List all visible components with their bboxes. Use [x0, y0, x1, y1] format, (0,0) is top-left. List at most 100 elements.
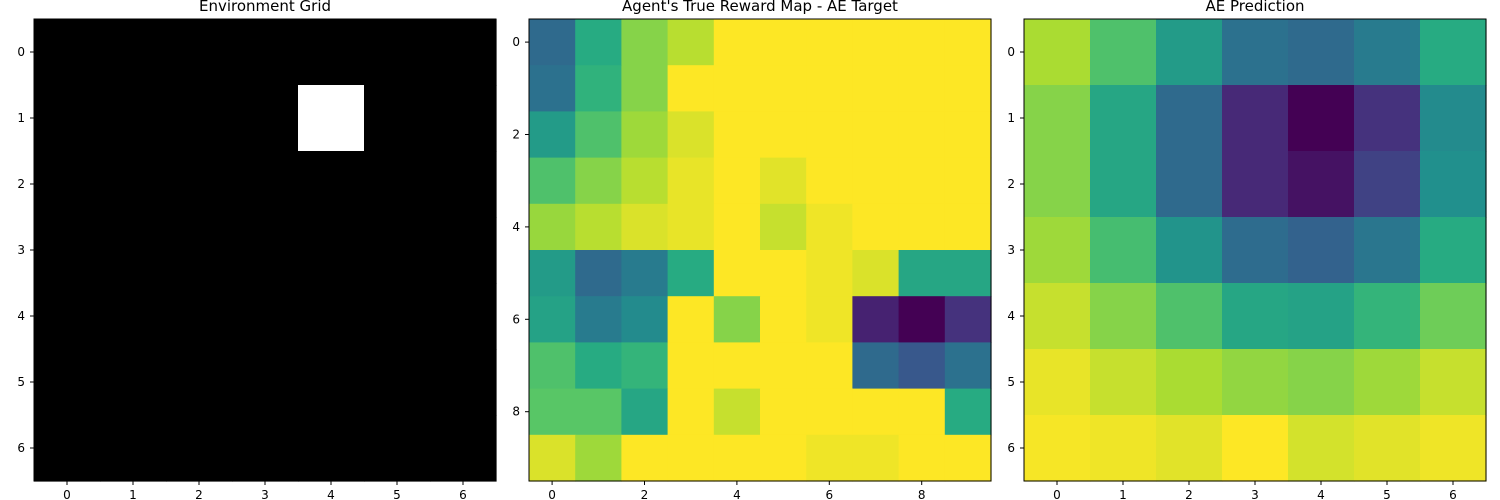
heatmap-cell	[1090, 415, 1157, 482]
heatmap-cell	[430, 415, 497, 482]
heatmap-cell	[529, 203, 576, 251]
heatmap-cell	[621, 111, 669, 159]
heatmap-cell	[806, 111, 853, 159]
heatmap-cell	[760, 111, 807, 159]
heatmap-cell	[760, 203, 807, 251]
heatmap-cell	[575, 65, 622, 112]
heatmap-cell	[529, 434, 576, 482]
y-tick-label: 2	[512, 128, 520, 142]
heatmap-cell	[1024, 19, 1091, 86]
heatmap-cell	[944, 296, 992, 343]
heatmap-cell	[713, 203, 761, 251]
heatmap-cell	[1354, 19, 1421, 86]
heatmap-cell	[713, 296, 761, 343]
x-tick-label: 0	[1053, 488, 1061, 500]
heatmap-cell	[667, 434, 715, 482]
heatmap-cell	[944, 111, 992, 159]
heatmap-cell	[1156, 151, 1223, 218]
heatmap-cell	[364, 349, 431, 416]
y-tick-label: 0	[17, 45, 25, 59]
heatmap-cell	[529, 111, 576, 159]
heatmap-cell	[621, 296, 669, 343]
heatmap-cell	[575, 342, 622, 390]
y-tick-label: 2	[17, 177, 25, 191]
heatmap-cell	[713, 19, 761, 66]
heatmap-cell	[713, 342, 761, 390]
axes-frame	[528, 18, 992, 482]
heatmap-cell	[1288, 283, 1355, 350]
heatmap-cell	[529, 19, 576, 66]
heatmap-cell	[575, 250, 622, 297]
heatmap-cell	[852, 19, 900, 66]
heatmap-cell	[364, 85, 431, 152]
y-tick-label: 8	[512, 405, 520, 419]
heatmap-cell	[529, 388, 576, 436]
heatmap-cell	[760, 342, 807, 390]
panel-ae-prediction: AE Prediction 0 1 2 3 4 5 6 0 1 2 3 4 5 6	[1007, 0, 1487, 500]
heatmap-cell	[232, 217, 299, 284]
heatmap-cell	[298, 349, 365, 416]
x-tick-label: 4	[733, 488, 741, 500]
heatmap-cell	[166, 283, 233, 350]
heatmap-cell	[529, 296, 576, 343]
heatmap-cell	[806, 65, 853, 112]
heatmap-cell	[621, 250, 669, 297]
heatmap-cell	[944, 157, 992, 205]
y-tick-label: 4	[512, 220, 520, 234]
heatmap-cell	[529, 250, 576, 297]
heatmap-cell	[852, 250, 900, 297]
heatmap-cell	[100, 283, 167, 350]
heatmap-cell	[1090, 85, 1157, 152]
heatmap-cell	[806, 19, 853, 66]
y-tick-label: 3	[1007, 243, 1015, 257]
heatmap-cell	[898, 157, 946, 205]
x-tick-label: 6	[459, 488, 467, 500]
y-tick-label: 5	[1007, 375, 1015, 389]
heatmap-cell	[621, 342, 669, 390]
x-tick-label: 6	[1449, 488, 1457, 500]
y-tick-label: 6	[1007, 441, 1015, 455]
heatmap-cell	[575, 111, 622, 159]
heatmap-cell	[575, 434, 622, 482]
heatmap-cell	[232, 151, 299, 218]
heatmap-cell	[944, 434, 992, 482]
heatmap-cell	[364, 19, 431, 86]
heatmap-cell	[1222, 283, 1289, 350]
chart-title: Environment Grid	[199, 0, 331, 15]
heatmap-cell	[34, 217, 101, 284]
x-tick-label: 2	[641, 488, 649, 500]
heatmap-cell	[944, 342, 992, 390]
heatmap-cell	[1156, 85, 1223, 152]
heatmap-cell	[806, 434, 853, 482]
x-tick-label: 2	[1185, 488, 1193, 500]
heatmap-cell	[852, 111, 900, 159]
heatmap-cell	[430, 283, 497, 350]
heatmap-cell	[166, 151, 233, 218]
heatmap-cell	[1222, 349, 1289, 416]
heatmap-cell	[430, 349, 497, 416]
heatmap-cell	[298, 217, 365, 284]
heatmap-cell	[232, 415, 299, 482]
heatmap-cell	[166, 349, 233, 416]
x-tick-label: 3	[261, 488, 269, 500]
heatmap-cell	[100, 19, 167, 86]
heatmap-cell	[100, 85, 167, 152]
heatmap-cell	[1090, 151, 1157, 218]
y-tick-label: 6	[512, 312, 520, 326]
y-tick-label: 1	[17, 111, 25, 125]
y-tick-label: 0	[512, 35, 520, 49]
heatmap-cell	[298, 19, 365, 86]
heatmap-cell	[529, 157, 576, 205]
heatmap-cell	[852, 203, 900, 251]
heatmap-cell	[621, 19, 669, 66]
chart-title: Agent's True Reward Map - AE Target	[622, 0, 898, 15]
y-tick-label: 6	[17, 441, 25, 455]
y-tick-label: 3	[17, 243, 25, 257]
chart-title: AE Prediction	[1205, 0, 1304, 15]
heatmap-cell	[852, 296, 900, 343]
x-tick-label: 0	[63, 488, 71, 500]
heatmap-cell	[1222, 415, 1289, 482]
heatmap-cell	[1288, 85, 1355, 152]
heatmap-cell	[430, 19, 497, 86]
